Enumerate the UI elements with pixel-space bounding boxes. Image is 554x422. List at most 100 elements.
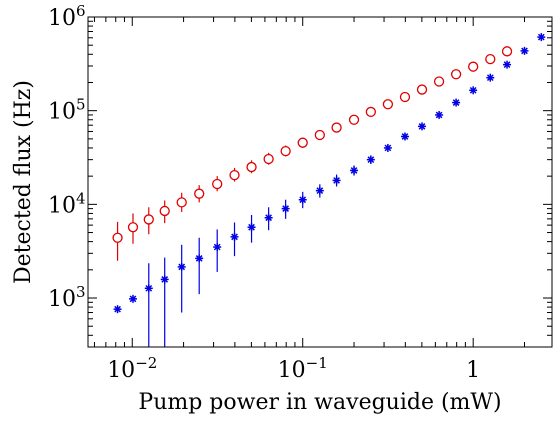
data-point-circle <box>212 178 223 190</box>
data-point-circle <box>246 161 257 173</box>
data-point-circle <box>194 188 205 199</box>
x-axis-label: Pump power in waveguide (mW) <box>138 390 501 415</box>
x-tick-label-exponent: −1 <box>306 354 328 372</box>
asterisk-stroke <box>299 196 307 204</box>
data-point-circle <box>112 232 123 243</box>
data-point-asterisk <box>537 33 546 42</box>
data-point-circle <box>331 122 342 133</box>
x-tick-label-base: 1 <box>466 358 480 383</box>
y-tick-label-base: 10 <box>48 100 76 125</box>
data-point-circle <box>127 222 139 233</box>
y-tick-label: 104 <box>48 189 86 218</box>
series-asterisks <box>113 33 546 347</box>
asterisk-stroke <box>145 284 153 292</box>
data-point-asterisk <box>281 204 290 213</box>
asterisk-stroke <box>195 255 203 262</box>
data-point-asterisk <box>400 132 409 141</box>
data-point-asterisk <box>435 110 444 119</box>
series-circles <box>112 46 513 261</box>
y-tick-label-exponent: 3 <box>76 283 86 301</box>
x-tick-label-exponent: −2 <box>135 354 157 372</box>
asterisk-stroke <box>418 123 426 130</box>
y-tick-label: 105 <box>48 96 86 125</box>
data-point-circle <box>399 91 411 103</box>
y-tick-label-exponent: 4 <box>76 189 86 207</box>
data-point-asterisk <box>418 122 427 131</box>
data-point-asterisk <box>160 275 169 284</box>
x-tick-label-base: 10 <box>107 358 135 383</box>
asterisk-stroke <box>316 187 324 195</box>
y-tick-label-exponent: 5 <box>76 96 86 114</box>
asterisk-stroke <box>503 61 511 69</box>
y-tick-label-base: 10 <box>48 287 76 312</box>
asterisk-stroke <box>213 243 221 251</box>
data-point-circle <box>280 145 291 157</box>
asterisk-stroke <box>521 47 528 55</box>
y-tick-label-base: 10 <box>48 193 76 218</box>
data-point-asterisk <box>113 305 122 314</box>
asterisk-stroke <box>265 214 272 222</box>
data-point-circle <box>159 205 170 217</box>
data-point-circle <box>501 46 513 57</box>
data-point-asterisk <box>469 86 478 95</box>
data-point-asterisk <box>503 60 512 69</box>
asterisk-stroke <box>248 223 255 231</box>
asterisk-stroke <box>435 111 443 119</box>
data-point-asterisk <box>213 243 222 252</box>
data-point-circle <box>314 129 325 141</box>
x-tick-label: 1 <box>466 358 480 383</box>
data-point-asterisk <box>486 73 495 82</box>
asterisk-stroke <box>384 144 392 152</box>
asterisk-stroke <box>129 295 137 303</box>
data-point-asterisk <box>452 98 461 107</box>
asterisk-stroke <box>469 86 477 94</box>
data-point-asterisk <box>177 262 186 271</box>
x-tick-label: 10−2 <box>107 354 157 383</box>
asterisk-stroke <box>282 205 290 212</box>
asterisk-stroke <box>161 276 169 283</box>
y-tick-label: 106 <box>48 2 86 31</box>
data-point-circle <box>365 106 376 118</box>
asterisk-stroke <box>333 177 340 184</box>
asterisk-stroke <box>231 233 238 241</box>
data-point-circle <box>468 61 479 72</box>
asterisk-stroke <box>367 156 375 164</box>
data-point-asterisk <box>264 213 273 222</box>
asterisk-stroke <box>178 263 186 271</box>
series-layer <box>112 33 546 347</box>
data-point-circle <box>176 197 187 208</box>
y-tick-label-exponent: 6 <box>76 2 86 20</box>
data-point-circle <box>416 84 428 95</box>
asterisk-stroke <box>486 74 494 82</box>
data-point-circle <box>143 214 154 225</box>
data-point-circle <box>450 69 462 80</box>
data-point-asterisk <box>128 294 137 303</box>
y-tick-label-base: 10 <box>48 6 76 31</box>
data-point-circle <box>229 169 240 181</box>
data-point-circle <box>348 114 360 125</box>
data-point-circle <box>263 153 274 165</box>
ticks-layer <box>88 16 552 348</box>
data-point-circle <box>485 53 496 65</box>
data-point-circle <box>433 76 445 87</box>
asterisk-stroke <box>114 305 121 313</box>
data-point-asterisk <box>383 143 392 152</box>
data-point-asterisk <box>315 186 324 195</box>
x-tick-label-base: 10 <box>278 358 306 383</box>
x-tick-label: 10−1 <box>278 354 328 383</box>
asterisk-stroke <box>452 99 460 106</box>
data-point-asterisk <box>298 195 307 204</box>
y-tick-label: 103 <box>48 283 86 312</box>
data-point-asterisk <box>247 223 256 232</box>
y-axis-label: Detected flux (Hz) <box>11 80 36 284</box>
plot-frame <box>87 16 553 348</box>
data-point-asterisk <box>144 284 153 293</box>
data-point-asterisk <box>332 176 341 185</box>
data-point-asterisk <box>366 155 375 164</box>
asterisk-stroke <box>537 33 545 41</box>
data-point-asterisk <box>230 232 239 241</box>
data-point-asterisk <box>195 254 204 263</box>
asterisk-stroke <box>401 133 409 140</box>
